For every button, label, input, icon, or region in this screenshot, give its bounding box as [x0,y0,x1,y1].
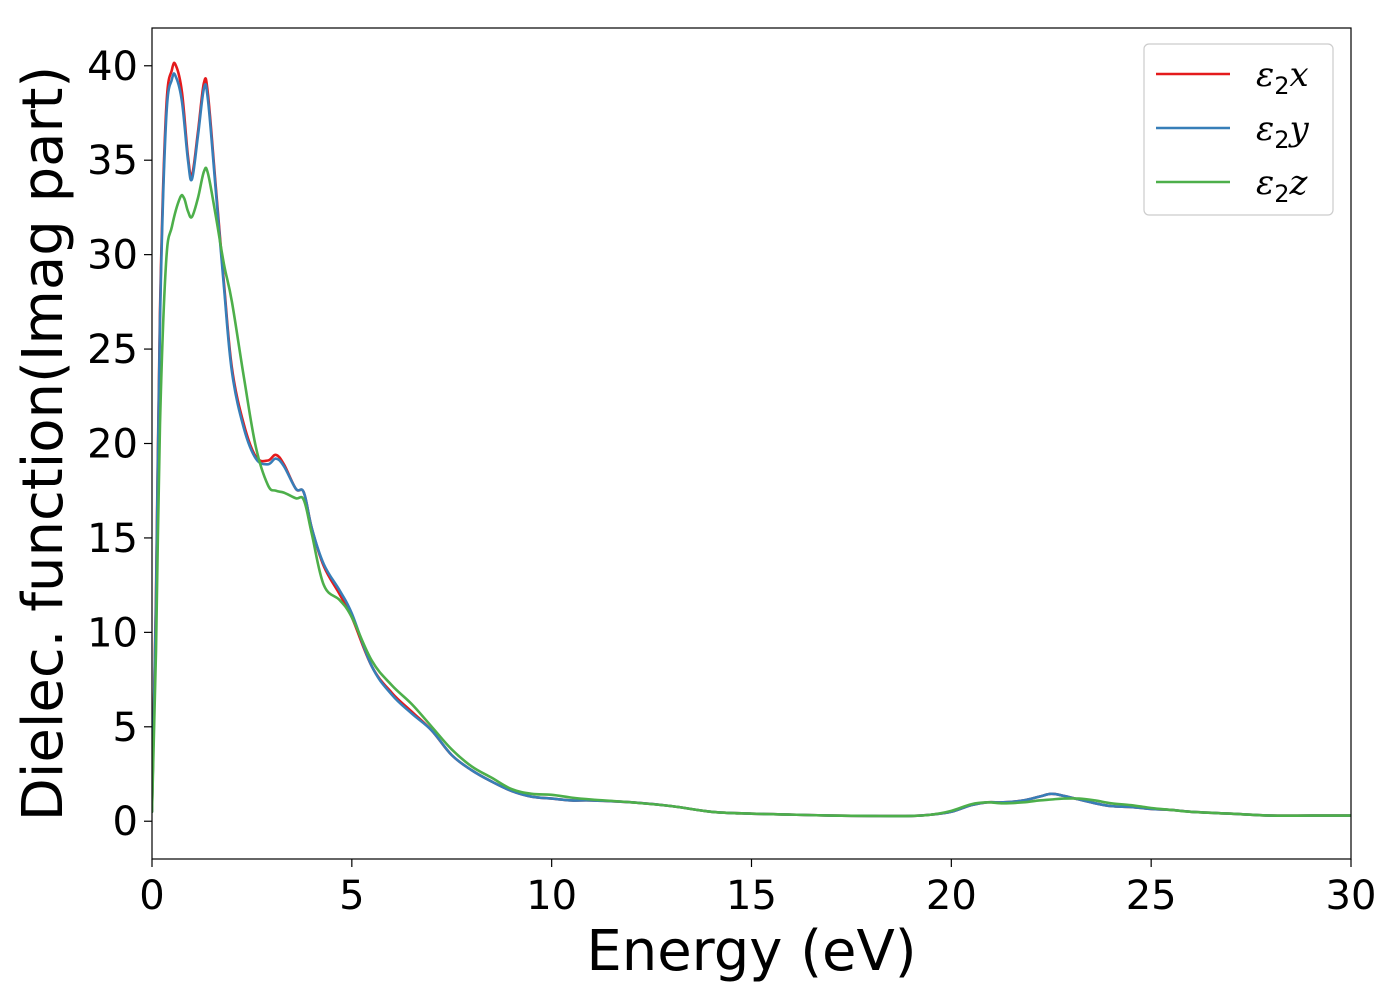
x-axis-label: Energy (eV) [586,919,916,984]
x-tick-label: 10 [526,873,577,919]
x-tick-label: 0 [139,873,164,919]
x-tick-label: 30 [1326,873,1377,919]
y-axis-label: Dielec. function(Imag part) [11,66,76,822]
y-tick-label: 10 [87,610,138,656]
y-tick-label: 40 [87,44,138,90]
x-tick-label: 25 [1126,873,1177,919]
series-line-z [152,166,1351,818]
legend-box [1143,43,1334,216]
series-line-y [152,72,1351,818]
legend-label-z: ε2z [1256,163,1309,208]
y-axis-ticks: 0 5 10 15 20 25 30 35 40 [87,44,152,845]
y-tick-label: 0 [113,799,138,845]
series-layer [152,61,1351,818]
y-tick-label: 5 [113,705,138,751]
x-axis-ticks: 0 5 10 15 20 25 30 [139,859,1376,919]
y-tick-label: 35 [87,138,138,184]
y-tick-label: 15 [87,516,138,562]
legend: ε2x ε2y ε2z [1143,43,1334,216]
y-tick-label: 25 [87,327,138,373]
x-tick-label: 15 [726,873,777,919]
legend-label-y: ε2y [1256,109,1310,154]
x-tick-label: 5 [339,873,364,919]
legend-label-x: ε2x [1256,55,1309,100]
x-tick-label: 20 [926,873,977,919]
y-tick-label: 30 [87,233,138,279]
y-tick-label: 20 [87,422,138,468]
